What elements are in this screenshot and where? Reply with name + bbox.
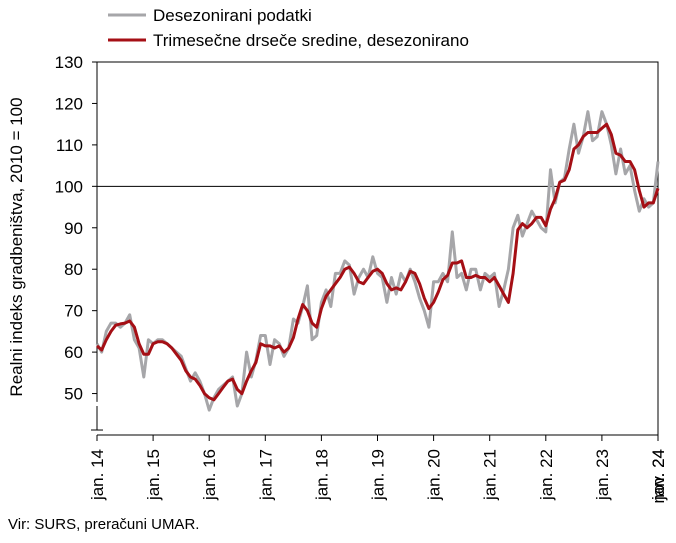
x-tick-label: jan. 18 xyxy=(312,449,331,501)
y-tick-label: 110 xyxy=(56,136,83,155)
y-tick-label: 50 xyxy=(64,385,83,404)
plot-area: 50 60 70 80 90 100 110 120 130 jan. 14 jan. 15 jan.… xyxy=(55,53,668,504)
source-note: Vir: SURS, preračuni UMAR. xyxy=(8,516,200,533)
y-tick-label: 120 xyxy=(55,94,83,113)
axis-break-mark xyxy=(91,405,98,431)
x-tick-label: jan. 19 xyxy=(369,449,388,501)
series-line-1 xyxy=(96,122,660,402)
y-tick-label: 70 xyxy=(64,302,83,321)
x-tick-label: jan. 24 xyxy=(649,449,668,501)
plot-frame xyxy=(96,61,659,435)
x-tick-label: jan. 17 xyxy=(256,449,275,501)
y-axis-label: Realni indeks gradbeništva, 2010 = 100 xyxy=(7,97,26,396)
x-tick-label: jan. 16 xyxy=(200,449,219,501)
y-tick-label: 100 xyxy=(55,177,83,196)
x-tick-label: jan. 22 xyxy=(537,449,556,501)
x-tick-label: jan. 23 xyxy=(593,449,612,501)
series-line-0 xyxy=(95,110,660,412)
x-tick-label: nov. 24 xyxy=(649,449,668,504)
legend-label-desezonirani: Desezonirani podatki xyxy=(153,6,312,25)
legend-label-trimesecne: Trimesečne drseče sredine, desezonirano xyxy=(153,31,469,50)
y-tick-label: 130 xyxy=(55,53,83,72)
x-tick-label: jan. 14 xyxy=(88,449,107,501)
x-tick-label: jan. 15 xyxy=(144,449,163,501)
y-tick-label: 80 xyxy=(64,260,83,279)
x-tick-label: jan. 21 xyxy=(481,449,500,501)
y-tick-label: 90 xyxy=(64,219,83,238)
legend: Desezonirani podatki Trimesečne drseče s… xyxy=(108,6,469,50)
y-tick-label: 60 xyxy=(64,343,83,362)
x-tick-label: jan. 20 xyxy=(425,449,444,501)
